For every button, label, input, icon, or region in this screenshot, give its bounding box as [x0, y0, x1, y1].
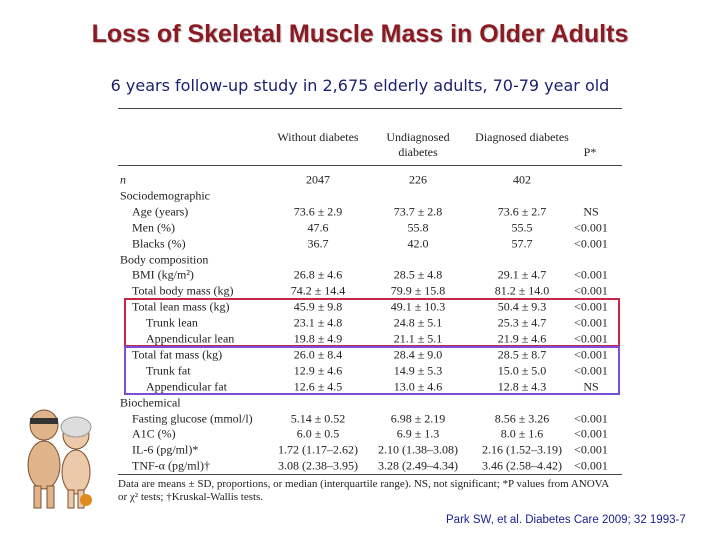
table-cell: 23.1 ± 4.8 [293, 315, 343, 330]
table-cell: 55.5 [511, 220, 533, 235]
section-heading: Body composition [120, 252, 209, 266]
footnote: Data are means ± SD, proportions, or med… [118, 478, 609, 503]
table-cell: 73.6 ± 2.7 [497, 204, 547, 219]
table-cell: <0.001 [574, 236, 608, 251]
table-cell: 3.08 (2.38–3.95) [278, 458, 358, 473]
table-cell: 73.7 ± 2.8 [393, 204, 443, 219]
table-cell: 79.9 ± 15.8 [390, 283, 446, 298]
row-label: Age (years) [132, 204, 189, 219]
table-cell: 36.7 [307, 236, 329, 251]
row-label: Total fat mass (kg) [132, 347, 223, 362]
row-label: A1C (%) [132, 426, 176, 441]
slide-subtitle: 6 years follow-up study in 2,675 elderly… [110, 76, 610, 95]
table-cell: 14.9 ± 5.3 [393, 363, 443, 378]
table-cell: 2047 [306, 172, 330, 187]
row-label: Total lean mass (kg) [132, 299, 230, 314]
table-cell: 74.2 ± 14.4 [290, 283, 346, 298]
table-cell: 73.6 ± 2.9 [293, 204, 343, 219]
row-label: Trunk lean [146, 315, 198, 330]
table-cell: <0.001 [574, 220, 608, 235]
citation: Park SW, et al. Diabetes Care 2009; 32 1… [446, 514, 686, 526]
table-cell: 6.0 ± 0.5 [296, 426, 340, 441]
table-rule [118, 474, 622, 475]
table-cell: 25.3 ± 4.7 [497, 315, 547, 330]
table-cell: 55.8 [407, 220, 429, 235]
table-cell: 226 [409, 172, 427, 187]
row-label: Appendicular fat [146, 379, 227, 394]
table-cell: 5.14 ± 0.52 [290, 411, 346, 425]
table-cell: <0.001 [574, 283, 608, 298]
table-cell: 28.4 ± 9.0 [393, 347, 443, 362]
table-cell: <0.001 [574, 331, 608, 346]
table-cell: 47.6 [307, 220, 329, 235]
table-cell: 2.10 (1.38–3.08) [378, 442, 458, 457]
section-heading: Biochemical [120, 395, 181, 410]
table-cell: 26.8 ± 4.6 [293, 267, 343, 282]
table-cell: <0.001 [574, 411, 608, 425]
table-cell: <0.001 [574, 363, 608, 378]
table-cell: 19.8 ± 4.9 [293, 331, 343, 346]
table-cell: 15.0 ± 5.0 [497, 363, 547, 378]
table-cell: 29.1 ± 4.7 [497, 267, 547, 282]
table-cell: 45.9 ± 9.8 [293, 299, 343, 314]
table-cell: <0.001 [574, 458, 608, 473]
row-label: Blacks (%) [132, 236, 186, 251]
row-label: Total body mass (kg) [132, 283, 234, 298]
table-cell: <0.001 [574, 347, 608, 362]
table-cell: NS [583, 204, 599, 219]
section-heading: Sociodemographic [120, 188, 210, 203]
table-cell: 21.1 ± 5.1 [393, 331, 443, 346]
cartoon-figures [27, 409, 92, 509]
highlight-box [124, 346, 620, 395]
table-cell: 50.4 ± 9.3 [497, 299, 547, 314]
table-cell: 21.9 ± 4.6 [497, 331, 547, 346]
table-cell: 6.98 ± 2.19 [390, 411, 446, 425]
row-label: Appendicular lean [146, 331, 235, 346]
table-cell: 57.7 [511, 236, 533, 251]
row-label: TNF-α (pg/ml)† [132, 458, 210, 473]
table-cell: <0.001 [574, 299, 608, 314]
table-cell: 8.56 ± 3.26 [494, 411, 550, 425]
table-cell: 49.1 ± 10.3 [390, 299, 446, 314]
row-label: n [120, 172, 126, 187]
column-header: P* [583, 145, 597, 159]
table-cell: 26.0 ± 8.4 [293, 347, 343, 362]
table-cell: <0.001 [574, 426, 608, 441]
table-cell: 3.28 (2.49–4.34) [378, 458, 458, 473]
table-cell: 28.5 ± 4.8 [393, 267, 443, 282]
column-header: Diagnosed diabetes [475, 130, 569, 144]
row-label: Trunk fat [146, 363, 191, 378]
column-header: Without diabetes [277, 130, 359, 144]
table-cell: 81.2 ± 14.0 [494, 283, 550, 298]
column-header: Undiagnosed diabetes [386, 130, 450, 159]
table-cell: 24.8 ± 5.1 [393, 315, 443, 330]
table-cell: 42.0 [407, 236, 429, 251]
table-cell: 12.6 ± 4.5 [293, 379, 343, 394]
table-cell: 13.0 ± 4.6 [393, 379, 443, 394]
table-rule [118, 108, 622, 109]
table-cell: <0.001 [574, 442, 608, 457]
table-cell: 12.8 ± 4.3 [497, 379, 547, 394]
table-rule [118, 165, 622, 166]
row-label: IL-6 (pg/ml)* [132, 442, 199, 457]
table-cell: 28.5 ± 8.7 [497, 347, 547, 362]
table-cell: 2.16 (1.52–3.19) [482, 442, 562, 457]
table-cell: NS [583, 379, 599, 394]
table-cell: 3.46 (2.58–4.42) [482, 458, 562, 473]
table-cell: 1.72 (1.17–2.62) [278, 442, 358, 457]
row-label: BMI (kg/m²) [132, 267, 194, 282]
table-cell: 12.9 ± 4.6 [293, 363, 343, 378]
table-cell: 402 [513, 172, 531, 187]
table-cell: <0.001 [574, 315, 608, 330]
row-label: Men (%) [132, 220, 175, 235]
table-cell: <0.001 [574, 267, 608, 282]
table-cell: 6.9 ± 1.3 [396, 426, 440, 441]
slide-title: Loss of Skeletal Muscle Mass in Older Ad… [91, 20, 629, 48]
row-label: Fasting glucose (mmol/l) [132, 411, 253, 425]
table-cell: 8.0 ± 1.6 [500, 426, 544, 441]
